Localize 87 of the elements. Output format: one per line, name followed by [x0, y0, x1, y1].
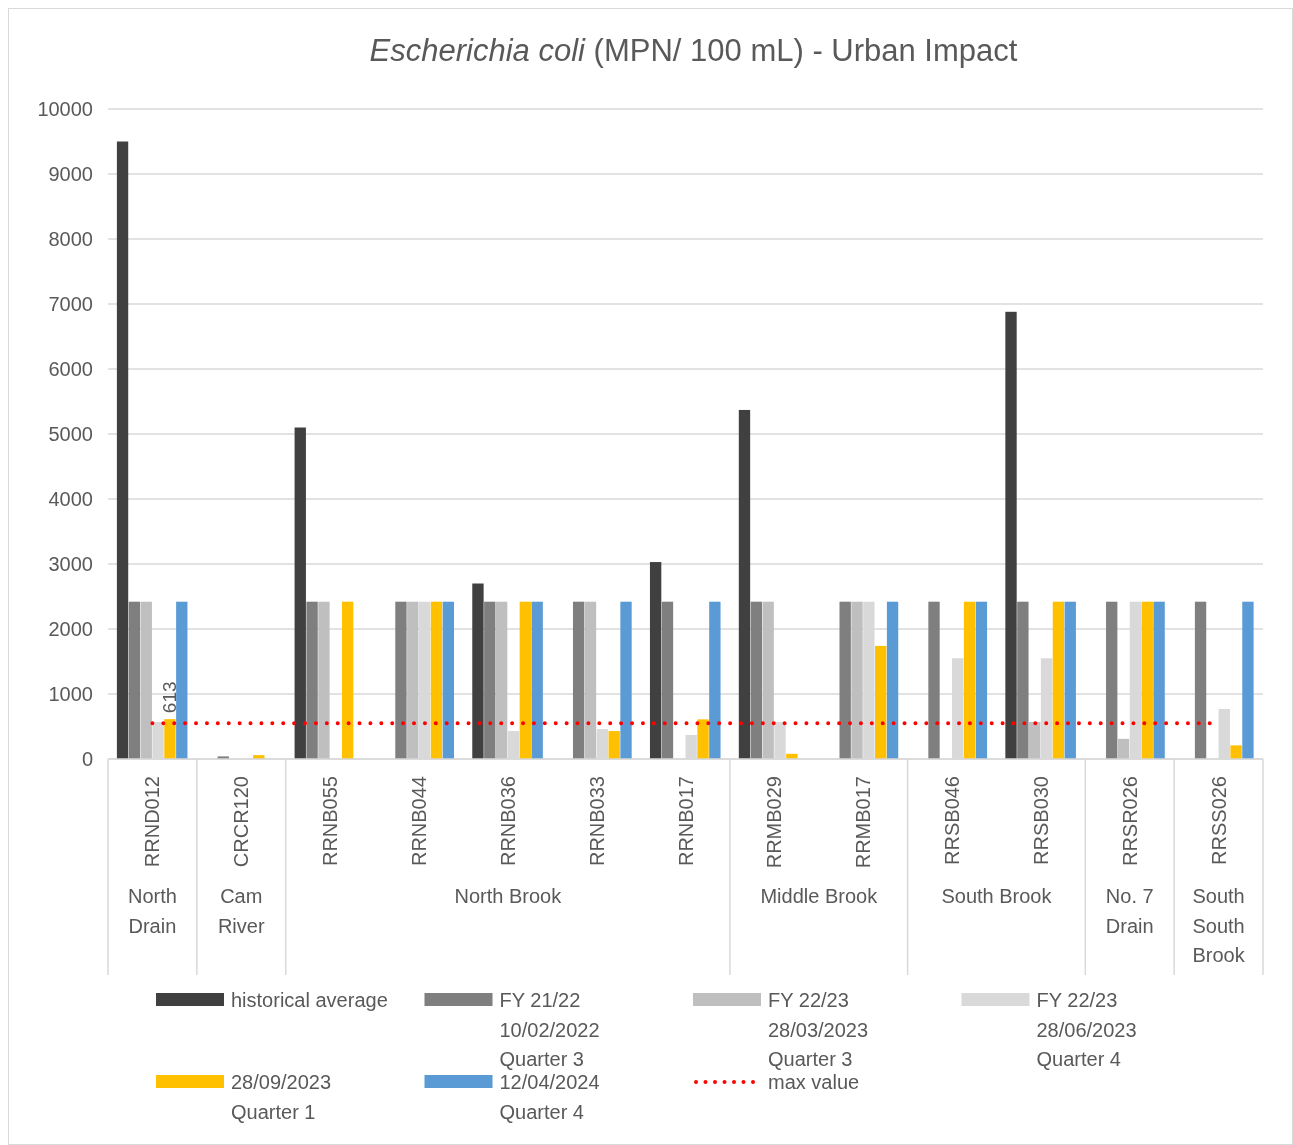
- y-tick-label: 8000: [48, 228, 93, 250]
- y-tick-label: 5000: [48, 423, 93, 445]
- bar: [709, 601, 721, 759]
- bar: [1117, 738, 1130, 759]
- bar: [1242, 601, 1254, 759]
- bar: [1064, 601, 1076, 759]
- text: Cam River: [217, 885, 265, 937]
- x-tick-label: RRNB017: [674, 776, 697, 867]
- bar: [484, 601, 496, 759]
- legend-label: max value: [768, 1071, 860, 1093]
- bar: [1194, 601, 1207, 759]
- legend-label: 12/04/2024 Quarter 4: [499, 1071, 600, 1123]
- bar: [519, 601, 531, 759]
- bar: [472, 583, 484, 759]
- bar: [762, 601, 774, 759]
- y-tick-label: 7000: [48, 293, 93, 315]
- bar: [886, 601, 899, 759]
- bar: [875, 645, 887, 759]
- bar: [495, 601, 508, 759]
- bar: [928, 601, 940, 759]
- chart-title: Escherichia coli (MPN/ 100 mL) - Urban Impact: [369, 33, 1018, 68]
- bar: [128, 601, 141, 759]
- y-tick-label: 10000: [37, 98, 93, 120]
- text: South South Brook: [1192, 885, 1246, 966]
- legend-label: 28/09/2023 Quarter 1: [231, 1071, 332, 1123]
- bar: [306, 601, 318, 759]
- x-tick-label: RRNB036: [496, 776, 519, 867]
- x-tick-label: RRMB029: [763, 776, 786, 869]
- bar: [697, 719, 709, 759]
- x-tick-label: RRSS026: [1207, 776, 1230, 865]
- bar: [1153, 601, 1165, 759]
- bar: [839, 601, 851, 759]
- y-tick-label: 9000: [48, 163, 93, 185]
- x-tick-label: RRMB017: [852, 776, 875, 869]
- x-tick-label: CRCR120: [230, 776, 253, 868]
- bar: [1141, 601, 1153, 759]
- bar: [620, 601, 632, 759]
- bar: [407, 601, 419, 759]
- x-tick-label: RRNB044: [407, 776, 430, 867]
- bar: [318, 601, 330, 759]
- bar: [1230, 745, 1242, 759]
- x-tick-label: RRNB033: [585, 776, 608, 867]
- text: North Brook: [454, 885, 563, 907]
- legend-label: historical average: [231, 989, 388, 1011]
- text: No. 7 Drain: [1105, 885, 1154, 937]
- x-tick-label: RRSB046: [941, 776, 964, 865]
- bar: [116, 141, 129, 759]
- x-tick-label: RRNB055: [319, 776, 342, 867]
- y-tick-label: 3000: [48, 553, 93, 575]
- bar: [1029, 721, 1041, 759]
- bar: [531, 601, 543, 759]
- bar: [430, 601, 443, 759]
- bar: [1017, 601, 1029, 759]
- bar: [164, 719, 176, 759]
- bar: [572, 601, 585, 759]
- bar: [738, 409, 751, 759]
- bar: [851, 601, 863, 759]
- y-tick-label: 4000: [48, 488, 93, 510]
- bar: [963, 601, 976, 759]
- y-tick-label: 2000: [48, 618, 93, 640]
- data-label: 613: [159, 681, 181, 714]
- bar: [442, 601, 454, 759]
- x-tick-label: RRSR026: [1118, 776, 1141, 867]
- legend-label: FY 22/23 28/06/2023 Quarter 4: [1036, 989, 1137, 1070]
- legend-label: FY 21/22 10/02/2022 Quarter 3: [499, 989, 600, 1070]
- x-tick-label: RRSB030: [1029, 776, 1052, 865]
- bar: [341, 601, 354, 759]
- bar: [140, 601, 152, 759]
- bar: [750, 601, 762, 759]
- text: North Drain: [127, 885, 177, 937]
- y-tick-label: 1000: [48, 683, 93, 705]
- text: Middle Brook: [760, 885, 879, 907]
- bar: [1005, 311, 1017, 759]
- bar: [176, 601, 188, 759]
- bar: [608, 731, 620, 759]
- bar: [294, 427, 306, 759]
- y-tick-label: 6000: [48, 358, 93, 380]
- bar: [975, 601, 988, 759]
- y-tick-label: 0: [81, 748, 93, 770]
- bar: [1106, 601, 1118, 759]
- x-tick-label: RRND012: [141, 776, 164, 868]
- text: South Brook: [941, 885, 1053, 907]
- bar: [1052, 601, 1065, 759]
- bar: [649, 562, 662, 759]
- bar: [584, 601, 597, 759]
- bar: [395, 601, 407, 759]
- bar: [661, 601, 674, 759]
